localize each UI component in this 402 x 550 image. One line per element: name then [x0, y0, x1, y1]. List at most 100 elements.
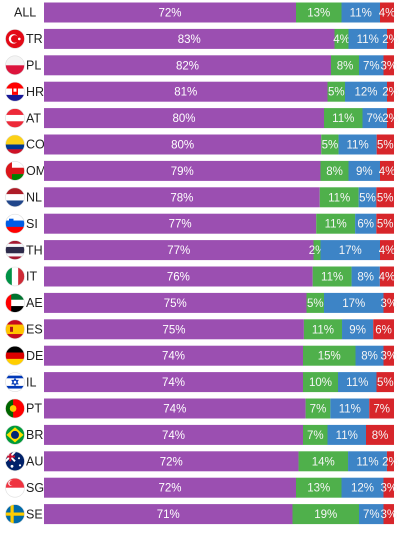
bar-segment: [327, 81, 345, 102]
bar-value-label: 75%: [164, 298, 187, 310]
bar-segment: [386, 451, 394, 472]
bar-value-label: 82%: [176, 60, 199, 72]
bar-value-label: 8%: [361, 351, 378, 363]
flag-nl-icon: [5, 187, 25, 207]
flag-hr-icon: [5, 82, 25, 102]
bar-segment: [320, 240, 380, 261]
category-label: SI: [26, 217, 38, 231]
bar-segment: [324, 292, 384, 313]
bar-segment: [383, 292, 394, 313]
bar-segment: [376, 134, 394, 155]
bar-segment: [44, 55, 331, 76]
bar-value-label: 9%: [356, 166, 373, 178]
category-label: OM: [26, 164, 46, 178]
flag-co-icon: [5, 135, 25, 154]
bar-value-label: 2%: [382, 87, 399, 99]
bar-value-label: 7%: [366, 113, 383, 125]
bar-segment: [303, 424, 328, 445]
bar-segment: [44, 345, 303, 366]
bar-value-label: 5%: [377, 377, 394, 389]
bar-segment: [383, 345, 394, 366]
category-label: CO: [26, 138, 45, 152]
bar-value-label: 5%: [377, 219, 394, 231]
bar-segment: [296, 2, 342, 23]
category-label: AU: [26, 455, 43, 469]
bar-value-label: 3%: [380, 483, 397, 495]
bar-segment: [358, 187, 377, 208]
bar-value-label: 80%: [172, 113, 195, 125]
bar-value-label: 75%: [162, 324, 185, 336]
bar-value-label: 74%: [162, 430, 185, 442]
bar-segment: [296, 477, 342, 498]
category-label: AE: [26, 296, 43, 310]
bar-value-label: 8%: [337, 60, 354, 72]
chart-row-th: TH 77% 2% 17% 4%: [5, 240, 395, 261]
category-label: ES: [26, 323, 43, 337]
bar-segment: [380, 240, 394, 261]
bar-value-label: 11%: [332, 113, 354, 125]
flag-at-icon: [5, 108, 25, 128]
bar-value-label: 8%: [372, 430, 389, 442]
bar-value-label: 13%: [307, 8, 330, 20]
bar-segment: [292, 504, 359, 525]
bar-segment: [306, 292, 324, 313]
bar-value-label: 74%: [162, 351, 185, 363]
chart-row-co: CO 80% 5% 11% 5%: [5, 134, 394, 155]
chart-row-it: IT 76% 11% 8% 4%: [5, 266, 396, 287]
bar-value-label: 74%: [163, 404, 186, 416]
bar-segment: [321, 134, 339, 155]
flag-es-icon: [5, 319, 25, 339]
bar-segment: [387, 108, 394, 129]
chart-row-all: ALL 72% 13% 11% 4%: [14, 2, 395, 23]
category-label: NL: [26, 191, 42, 205]
bar-value-label: 11%: [347, 140, 369, 152]
bar-segment: [330, 398, 370, 419]
bar-segment: [380, 2, 394, 23]
bar-segment: [44, 213, 317, 234]
bar-value-label: 5%: [377, 140, 394, 152]
bar-segment: [305, 398, 331, 419]
bar-value-label: 5%: [359, 192, 376, 204]
bar-value-label: 11%: [350, 8, 372, 20]
bar-segment: [44, 160, 321, 181]
bar-segment: [303, 345, 356, 366]
flag-om-icon: [5, 161, 25, 181]
category-label: TR: [26, 32, 43, 46]
chart-row-hr: HR 81% 5% 12% 2%: [5, 81, 399, 102]
bar-value-label: 78%: [170, 192, 193, 204]
category-label: SE: [26, 507, 43, 521]
bar-value-label: 7%: [307, 430, 324, 442]
flag-th-icon: [5, 240, 25, 260]
bar-segment: [369, 398, 394, 419]
bar-value-label: 4%: [379, 272, 396, 284]
bar-value-label: 3%: [380, 60, 397, 72]
bar-value-label: 17%: [342, 298, 365, 310]
bar-segment: [359, 504, 384, 525]
bar-segment: [348, 451, 387, 472]
bar-segment: [338, 134, 377, 155]
bar-value-label: 74%: [162, 377, 185, 389]
category-label: TH: [26, 243, 43, 257]
bar-segment: [383, 477, 394, 498]
bar-value-label: 2%: [382, 34, 399, 46]
chart-row-il: IL 74% 10% 11% 5%: [5, 372, 394, 393]
bar-segment: [376, 372, 394, 393]
chart-row-br: BR 74% 7% 11% 8%: [5, 424, 394, 445]
bar-value-label: 76%: [167, 272, 190, 284]
bar-value-label: 5%: [377, 192, 394, 204]
bar-value-label: 7%: [373, 404, 390, 416]
flag-br-icon: [5, 425, 25, 445]
bar-segment: [351, 266, 380, 287]
bar-value-label: 72%: [158, 483, 181, 495]
bar-value-label: 14%: [312, 456, 335, 468]
bar-segment: [44, 504, 293, 525]
bar-segment: [334, 28, 349, 49]
chart-row-si: SI 77% 11% 6% 5%: [5, 213, 394, 234]
bar-value-label: 72%: [158, 8, 181, 20]
flag-si-icon: [5, 214, 25, 234]
bar-value-label: 11%: [346, 377, 368, 389]
flag-it-icon: [5, 267, 25, 286]
bar-segment: [44, 398, 306, 419]
bar-value-label: 7%: [363, 509, 380, 521]
bar-segment: [348, 160, 380, 181]
